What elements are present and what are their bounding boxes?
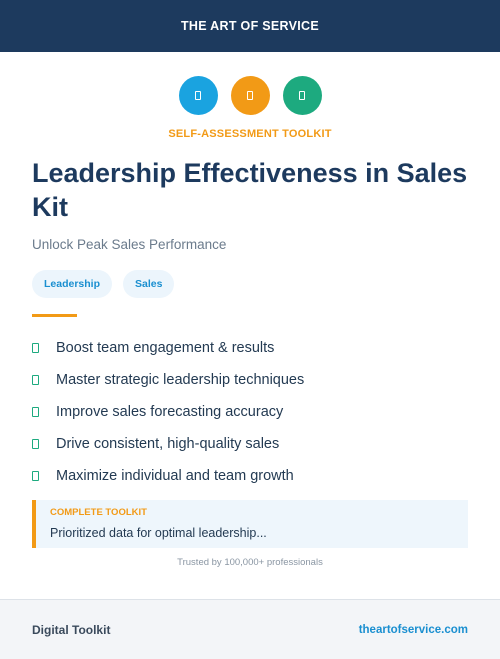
list-item: Master strategic leadership techniques bbox=[32, 364, 304, 396]
checkbox-icon bbox=[32, 407, 39, 417]
subtitle: Unlock Peak Sales Performance bbox=[32, 237, 227, 252]
toolkit-callout: COMPLETE TOOLKIT Prioritized data for op… bbox=[32, 500, 468, 548]
feature-text: Maximize individual and team growth bbox=[56, 468, 294, 484]
list-item: Boost team engagement & results bbox=[32, 332, 304, 364]
document-icon bbox=[230, 76, 270, 115]
document-icon bbox=[178, 76, 218, 115]
page-title: Leadership Effectiveness in Sales Kit bbox=[32, 158, 468, 222]
tag-list: Leadership Sales bbox=[32, 270, 175, 298]
checkbox-icon bbox=[32, 375, 39, 385]
tag-sales[interactable]: Sales bbox=[123, 270, 175, 298]
header-bar: THE ART OF SERVICE bbox=[0, 0, 500, 52]
feature-list: Boost team engagement & results Master s… bbox=[32, 332, 304, 492]
list-item: Maximize individual and team growth bbox=[32, 460, 304, 492]
feature-text: Drive consistent, high-quality sales bbox=[56, 436, 280, 452]
icon-row bbox=[0, 76, 500, 115]
checkbox-icon bbox=[32, 471, 39, 481]
checkbox-icon bbox=[32, 343, 39, 353]
feature-text: Improve sales forecasting accuracy bbox=[56, 404, 284, 420]
list-item: Drive consistent, high-quality sales bbox=[32, 428, 304, 460]
feature-text: Boost team engagement & results bbox=[56, 340, 275, 356]
callout-description: Prioritized data for optimal leadership.… bbox=[50, 526, 267, 540]
checkbox-icon bbox=[32, 439, 39, 449]
accent-divider bbox=[32, 314, 77, 317]
trust-text: Trusted by 100,000+ professionals bbox=[177, 557, 323, 568]
tag-leadership[interactable]: Leadership bbox=[32, 270, 113, 298]
document-icon bbox=[282, 76, 322, 115]
website-link[interactable]: theartofservice.com bbox=[358, 623, 468, 636]
list-item: Improve sales forecasting accuracy bbox=[32, 396, 304, 428]
brand-name: THE ART OF SERVICE bbox=[180, 19, 320, 33]
footer-label: Digital Toolkit bbox=[32, 622, 111, 637]
footer-bar: Digital Toolkit theartofservice.com bbox=[0, 599, 500, 659]
eyebrow-label: SELF-ASSESSMENT TOOLKIT bbox=[168, 128, 332, 140]
feature-text: Master strategic leadership techniques bbox=[56, 372, 305, 388]
callout-label: COMPLETE TOOLKIT bbox=[50, 507, 147, 518]
